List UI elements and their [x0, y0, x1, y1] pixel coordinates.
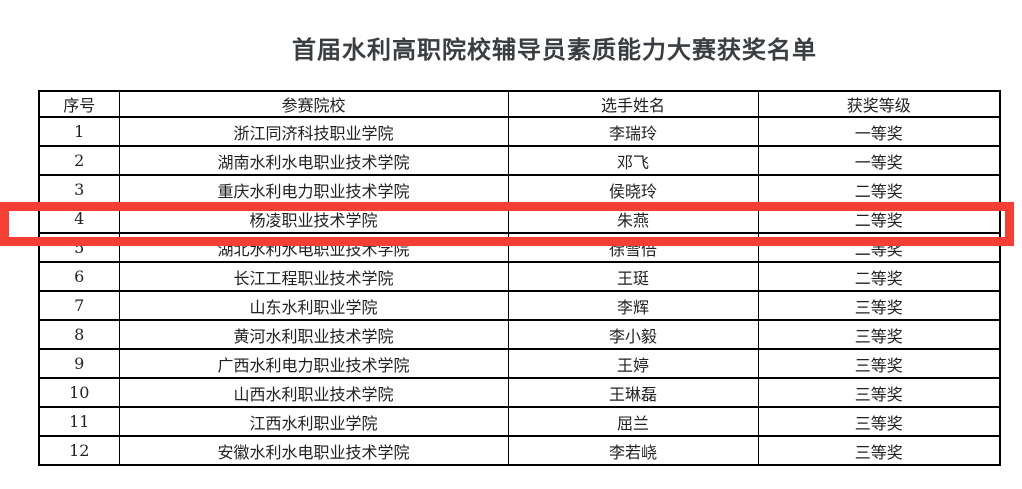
- cell-name: 王琳磊: [507, 377, 759, 408]
- cell-name: 朱燕: [507, 203, 759, 234]
- cell-no: 5: [38, 232, 120, 263]
- cell-name: 王珽: [507, 261, 759, 292]
- cell-name: 邓飞: [507, 145, 759, 176]
- table-row: 3 重庆水利电力职业技术学院 侯晓玲 二等奖: [38, 174, 1001, 205]
- cell-award: 三等奖: [757, 406, 1001, 437]
- cell-no: 3: [38, 174, 120, 205]
- cell-no: 6: [38, 261, 120, 292]
- cell-school: 浙江同济科技职业学院: [118, 116, 509, 147]
- table-row: 9 广西水利电力职业技术学院 王婷 三等奖: [38, 348, 1001, 379]
- cell-award: 二等奖: [757, 261, 1001, 292]
- table-body: 1 浙江同济科技职业学院 李瑞玲 一等奖 2 湖南水利水电职业技术学院 邓飞 一等奖 3 重庆水利…: [38, 116, 1001, 466]
- cell-award: 三等奖: [757, 348, 1001, 379]
- cell-school: 山西水利职业技术学院: [118, 377, 509, 408]
- cell-award: 三等奖: [757, 319, 1001, 350]
- cell-school: 安徽水利水电职业技术学院: [118, 435, 509, 466]
- cell-name: 屈兰: [507, 406, 759, 437]
- cell-school: 杨凌职业技术学院: [118, 203, 509, 234]
- cell-name: 李瑞玲: [507, 116, 759, 147]
- cell-no: 12: [38, 435, 120, 466]
- table-row: 7 山东水利职业学院 李辉 三等奖: [38, 290, 1001, 321]
- cell-school: 湖北水利水电职业技术学院: [118, 232, 509, 263]
- cell-no: 8: [38, 319, 120, 350]
- cell-award: 三等奖: [757, 377, 1001, 408]
- cell-name: 李辉: [507, 290, 759, 321]
- cell-no: 1: [38, 116, 120, 147]
- cell-school: 长江工程职业技术学院: [118, 261, 509, 292]
- cell-name: 王婷: [507, 348, 759, 379]
- cell-no: 9: [38, 348, 120, 379]
- cell-school: 江西水利职业学院: [118, 406, 509, 437]
- cell-award: 二等奖: [757, 174, 1001, 205]
- header-no: 序号: [38, 90, 120, 118]
- cell-award: 二等奖: [757, 203, 1001, 234]
- table-row: 6 长江工程职业技术学院 王珽 二等奖: [38, 261, 1001, 292]
- cell-school: 黄河水利职业技术学院: [118, 319, 509, 350]
- cell-school: 湖南水利水电职业技术学院: [118, 145, 509, 176]
- cell-no: 7: [38, 290, 120, 321]
- cell-no: 4: [38, 203, 120, 234]
- table-row: 1 浙江同济科技职业学院 李瑞玲 一等奖: [38, 116, 1001, 147]
- cell-name: 李若峣: [507, 435, 759, 466]
- award-table: 序号 参赛院校 选手姓名 获奖等级 1 浙江同济科技职业学院 李瑞玲 一等奖 2 湖南水利…: [38, 90, 1001, 466]
- table-row: 11 江西水利职业学院 屈兰 三等奖: [38, 406, 1001, 437]
- cell-name: 李小毅: [507, 319, 759, 350]
- table-row: 4 杨凌职业技术学院 朱燕 二等奖: [38, 203, 1001, 234]
- cell-award: 三等奖: [757, 290, 1001, 321]
- cell-school: 广西水利电力职业技术学院: [118, 348, 509, 379]
- page-title: 首届水利高职院校辅导员素质能力大赛获奖名单: [292, 37, 817, 64]
- header-school: 参赛院校: [118, 90, 509, 118]
- cell-school: 重庆水利电力职业技术学院: [118, 174, 509, 205]
- header-award: 获奖等级: [757, 90, 1001, 118]
- cell-award: 一等奖: [757, 145, 1001, 176]
- table-row: 12 安徽水利水电职业技术学院 李若峣 三等奖: [38, 435, 1001, 466]
- table-row: 2 湖南水利水电职业技术学院 邓飞 一等奖: [38, 145, 1001, 176]
- cell-award: 二等奖: [757, 232, 1001, 263]
- cell-no: 2: [38, 145, 120, 176]
- table-row: 10 山西水利职业技术学院 王琳磊 三等奖: [38, 377, 1001, 408]
- cell-school: 山东水利职业学院: [118, 290, 509, 321]
- cell-no: 11: [38, 406, 120, 437]
- cell-no: 10: [38, 377, 120, 408]
- table-row: 8 黄河水利职业技术学院 李小毅 三等奖: [38, 319, 1001, 350]
- cell-name: 徐雪倍: [507, 232, 759, 263]
- table-header-row: 序号 参赛院校 选手姓名 获奖等级: [38, 90, 1001, 118]
- table-row: 5 湖北水利水电职业技术学院 徐雪倍 二等奖: [38, 232, 1001, 263]
- cell-award: 一等奖: [757, 116, 1001, 147]
- cell-name: 侯晓玲: [507, 174, 759, 205]
- cell-award: 三等奖: [757, 435, 1001, 466]
- header-name: 选手姓名: [507, 90, 759, 118]
